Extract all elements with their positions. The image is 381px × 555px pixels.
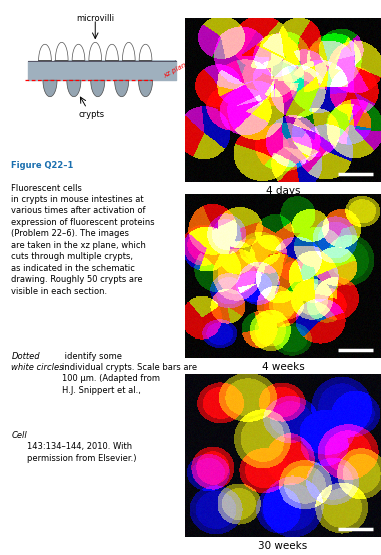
Polygon shape bbox=[106, 44, 118, 61]
Text: crypts: crypts bbox=[79, 110, 105, 119]
Polygon shape bbox=[38, 44, 51, 61]
Text: Cell: Cell bbox=[11, 431, 27, 440]
Polygon shape bbox=[91, 80, 105, 97]
Text: 4 days: 4 days bbox=[266, 186, 300, 196]
Polygon shape bbox=[28, 61, 176, 80]
Text: microvilli: microvilli bbox=[76, 14, 114, 23]
Polygon shape bbox=[139, 44, 152, 61]
Text: 143:134–144, 2010. With
permission from Elsevier.): 143:134–144, 2010. With permission from … bbox=[27, 431, 137, 463]
Text: Fluorescent cells
in crypts in mouse intestines at
various times after activatio: Fluorescent cells in crypts in mouse int… bbox=[11, 184, 155, 296]
Polygon shape bbox=[55, 42, 68, 61]
Text: Figure Q22–1: Figure Q22–1 bbox=[11, 161, 77, 170]
Polygon shape bbox=[115, 80, 129, 97]
Polygon shape bbox=[122, 42, 135, 61]
Polygon shape bbox=[43, 80, 57, 97]
Polygon shape bbox=[72, 44, 85, 61]
Text: 30 weeks: 30 weeks bbox=[258, 541, 307, 551]
Text: 4 weeks: 4 weeks bbox=[261, 362, 304, 372]
Text: xz plane: xz plane bbox=[162, 60, 191, 79]
Text: identify some
individual crypts. Scale bars are
100 μm. (Adapted from
H.J. Snipp: identify some individual crypts. Scale b… bbox=[62, 351, 197, 395]
Polygon shape bbox=[89, 42, 102, 61]
Text: Dotted
white circles: Dotted white circles bbox=[11, 351, 64, 372]
Polygon shape bbox=[67, 80, 81, 97]
Polygon shape bbox=[139, 80, 152, 97]
